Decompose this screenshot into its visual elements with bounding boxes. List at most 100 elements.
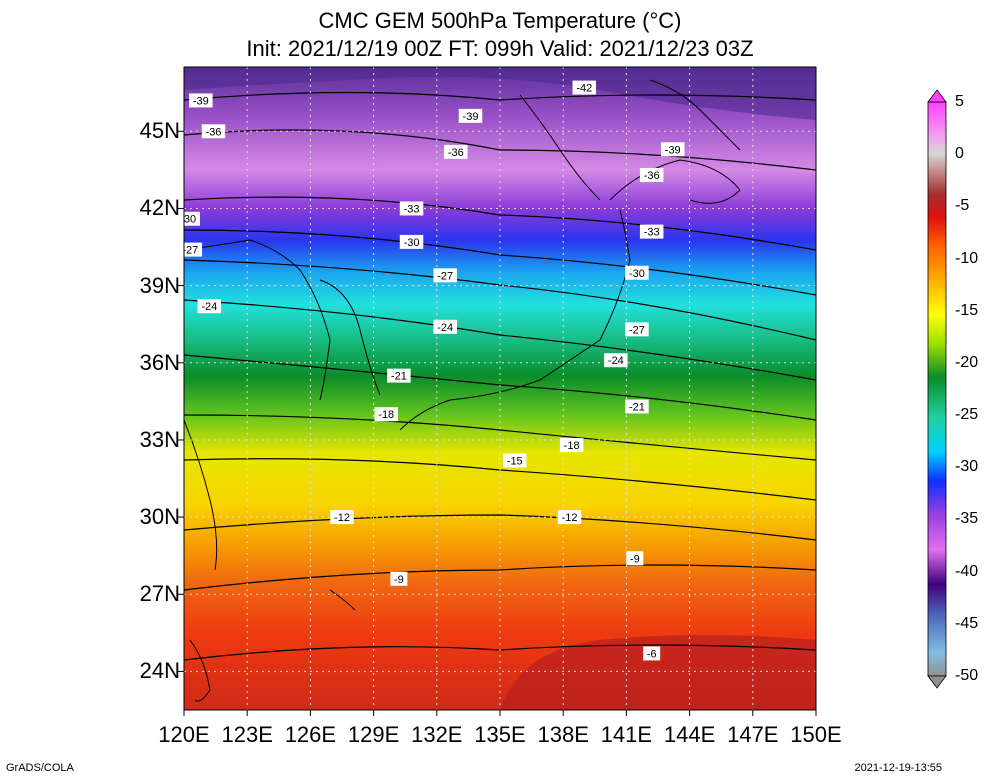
colorbar-label: -45 — [955, 614, 979, 632]
colorbar — [927, 89, 947, 689]
svg-text:-24: -24 — [608, 355, 624, 367]
lon-tick-label: 123E — [221, 722, 273, 747]
isotherm-label: -39 — [189, 93, 213, 108]
isotherm-label: -24 — [197, 299, 222, 314]
colorbar-label: -30 — [955, 458, 979, 476]
colorbar-top-arrow — [927, 89, 947, 103]
lat-tick-label: 39N — [139, 272, 180, 298]
map-title: CMC GEM 500hPa Temperature (°C) — [318, 8, 682, 33]
isotherm-label: -21 — [387, 368, 411, 383]
colorbar-label: -10 — [955, 249, 979, 267]
warm-pool-shading — [500, 635, 816, 710]
axis-ticks — [178, 130, 817, 716]
svg-text:-12: -12 — [334, 512, 350, 524]
isotherm-label: -27 — [625, 322, 649, 337]
lat-tick-label: 42N — [139, 195, 180, 221]
lon-tick-label: 135E — [474, 722, 526, 747]
svg-text:-39: -39 — [463, 111, 479, 123]
svg-text:-36: -36 — [644, 170, 660, 182]
isotherm-label: -36 — [201, 124, 226, 139]
colorbar-label: -20 — [955, 353, 979, 371]
isotherm-label: -30 — [625, 265, 649, 280]
svg-text:-18: -18 — [564, 440, 580, 452]
isotherm-label: -18 — [559, 438, 584, 453]
svg-text:-24: -24 — [437, 322, 453, 334]
isotherm-label: -42 — [572, 80, 597, 95]
lon-tick-label: 129E — [347, 722, 400, 747]
svg-text:-33: -33 — [644, 227, 660, 239]
lon-tick-label: 150E — [790, 722, 842, 747]
isotherm-label: -21 — [625, 399, 649, 414]
isotherm-label: -15 — [502, 453, 527, 468]
svg-text:-39: -39 — [193, 95, 209, 107]
svg-text:-30: -30 — [629, 268, 645, 280]
svg-text:-39: -39 — [665, 144, 681, 156]
svg-text:-27: -27 — [629, 324, 645, 336]
svg-text:-30: -30 — [180, 214, 196, 226]
isotherm-label: -27 — [182, 242, 203, 257]
lon-tick-label: 144E — [663, 722, 716, 747]
svg-text:-36: -36 — [206, 126, 222, 138]
isotherm-label: -30 — [180, 211, 200, 226]
svg-text:-9: -9 — [394, 574, 404, 586]
lat-tick-label: 27N — [139, 581, 180, 607]
isotherm-label: -36 — [444, 144, 468, 159]
colorbar-label: -50 — [955, 667, 979, 684]
isotherm-label: -6 — [643, 646, 661, 661]
svg-text:-24: -24 — [201, 301, 217, 313]
grid-lines — [184, 67, 816, 710]
svg-text:-33: -33 — [404, 203, 420, 215]
footer-timestamp: 2021-12-19-13:55 — [854, 762, 942, 774]
svg-text:-12: -12 — [562, 512, 578, 524]
lat-tick-label: 33N — [139, 426, 180, 452]
lon-tick-label: 141E — [600, 722, 653, 747]
isotherm-label: -39 — [660, 142, 685, 157]
colorbar-label: -15 — [955, 301, 979, 319]
svg-text:-30: -30 — [404, 237, 420, 249]
lat-tick-label: 36N — [139, 349, 180, 375]
cold-pool-shading — [184, 67, 816, 120]
svg-text:-27: -27 — [182, 245, 198, 257]
colorbar-label: 0 — [955, 145, 964, 163]
colorbar-label: -40 — [955, 562, 979, 580]
colorbar-label: -25 — [955, 406, 979, 424]
lat-tick-label: 45N — [139, 118, 180, 144]
svg-text:-21: -21 — [391, 371, 407, 383]
lat-tick-label: 30N — [139, 504, 180, 530]
lon-tick-label: 132E — [411, 722, 463, 747]
lon-tick-label: 120E — [158, 722, 210, 747]
isotherm-label: -33 — [399, 201, 424, 216]
isotherm-label-group: -42 -39 -39 -39 -36 -36 -36 -33 -33 -30 -30 -30 -27 -… — [180, 80, 685, 661]
colorbar-scale — [927, 101, 947, 677]
map-subtitle: Init: 2021/12/19 00Z FT: 099h Valid: 202… — [246, 36, 754, 61]
isotherm-label: -9 — [626, 551, 644, 566]
isotherm-label: -33 — [639, 224, 664, 239]
colorbar-bottom-arrow — [927, 675, 947, 689]
svg-text:-15: -15 — [507, 456, 523, 468]
isotherm-label: -27 — [433, 268, 457, 283]
svg-text:-9: -9 — [630, 553, 640, 565]
coastlines — [184, 79, 741, 702]
isotherm-label: -30 — [399, 234, 424, 249]
colorbar-label: 5 — [955, 93, 964, 110]
svg-text:-27: -27 — [437, 270, 453, 282]
lon-tick-label: 126E — [284, 722, 337, 747]
lon-tick-label: 147E — [727, 722, 779, 747]
isotherm-label: -24 — [433, 319, 457, 334]
svg-text:-21: -21 — [629, 402, 645, 414]
svg-text:-42: -42 — [576, 83, 592, 95]
isotherm-label: -36 — [639, 168, 664, 183]
isotherm-label: -12 — [330, 510, 354, 525]
footer-credit: GrADS/COLA — [6, 762, 74, 774]
colorbar-label: -5 — [955, 197, 970, 215]
colorbar-label: -35 — [955, 510, 979, 528]
lon-tick-label: 138E — [537, 722, 589, 747]
isotherm-label: -18 — [374, 407, 398, 422]
svg-text:-36: -36 — [448, 147, 464, 159]
svg-text:-18: -18 — [378, 409, 394, 421]
isotherm-label: -9 — [390, 571, 408, 586]
svg-text:-6: -6 — [647, 648, 657, 660]
lat-tick-label: 24N — [139, 658, 180, 684]
isotherm-label: -39 — [458, 108, 483, 123]
